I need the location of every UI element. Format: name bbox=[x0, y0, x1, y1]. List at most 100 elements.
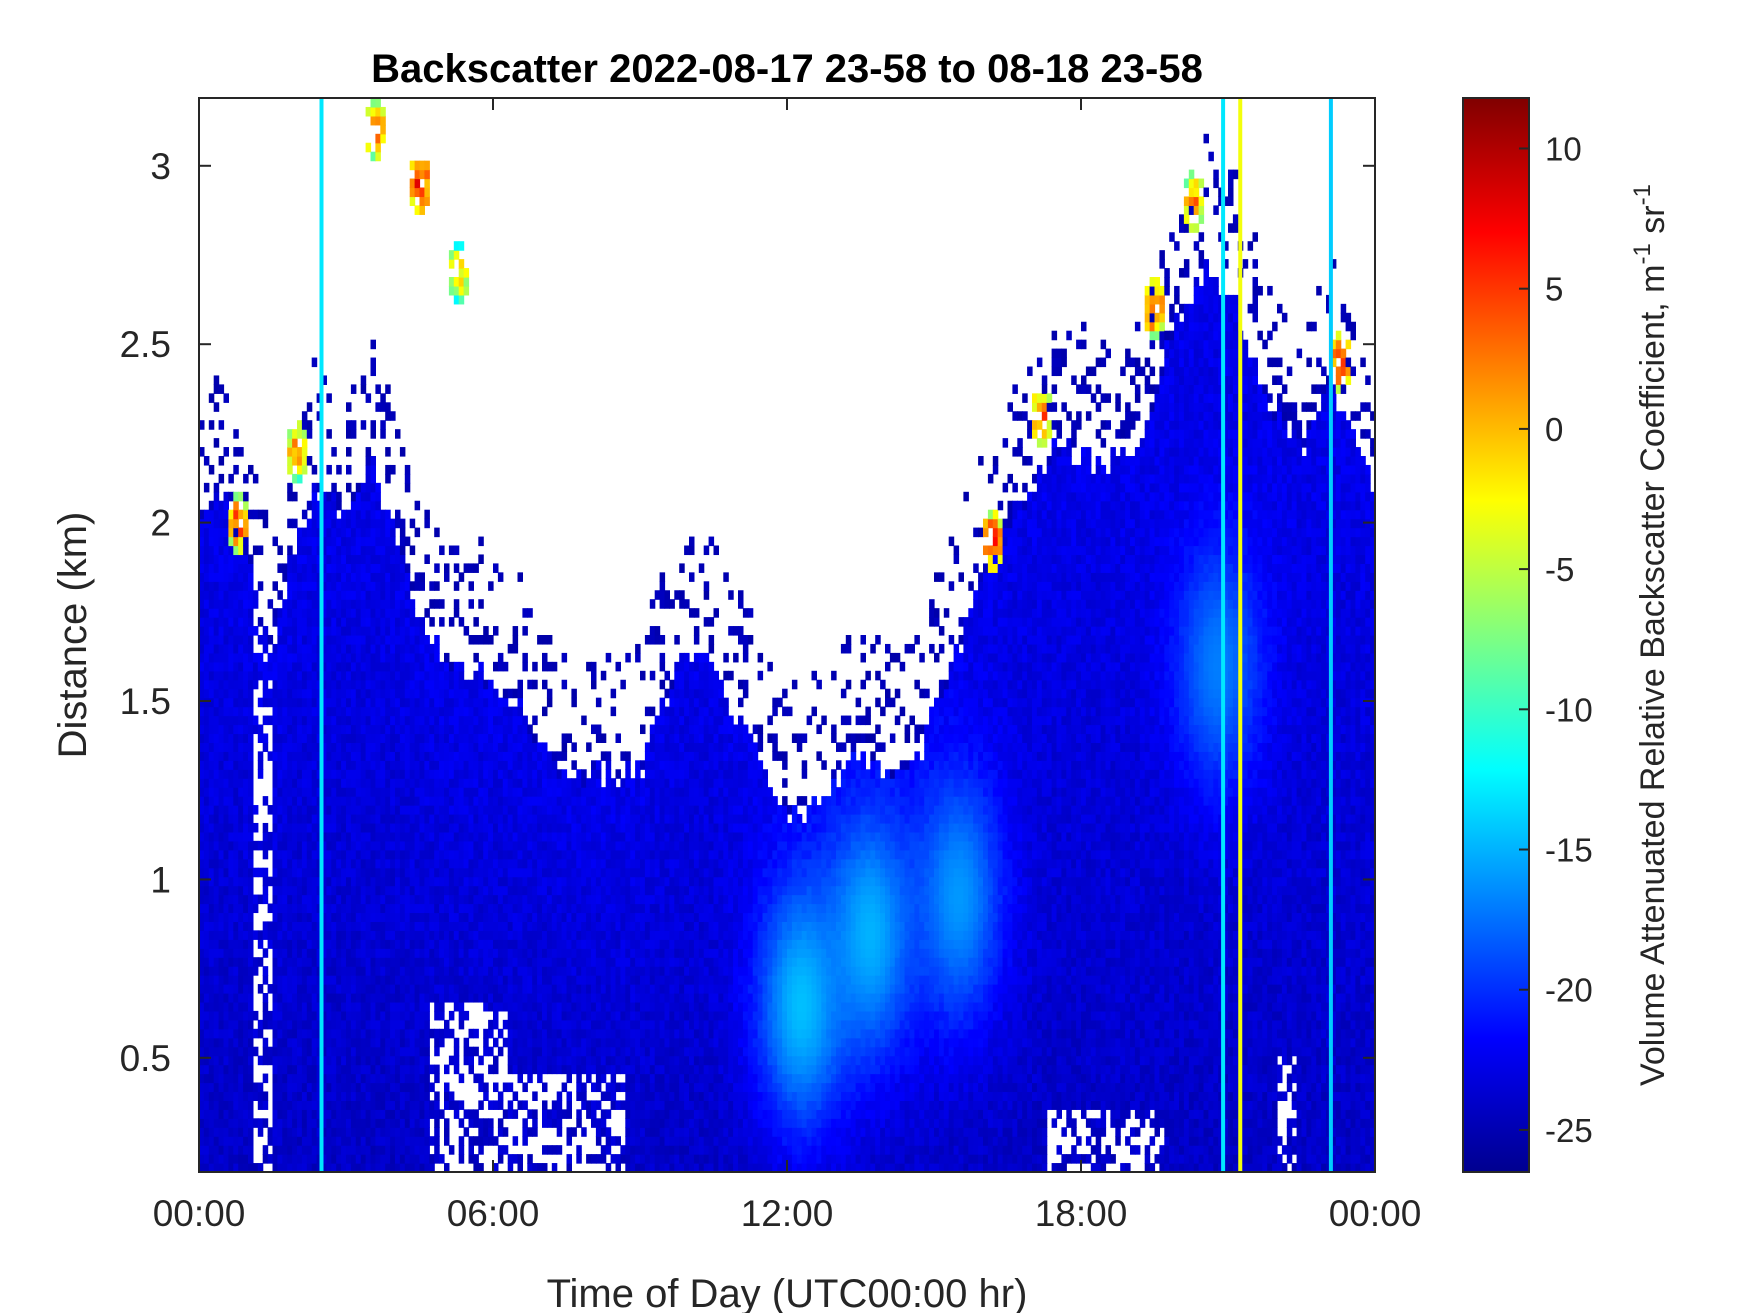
heatmap-cell bbox=[297, 1028, 303, 1039]
heatmap-cell bbox=[458, 294, 465, 305]
heatmap-cell bbox=[473, 733, 479, 743]
heatmap-cell bbox=[542, 939, 548, 949]
heatmap-cell bbox=[331, 733, 337, 743]
heatmap-cell bbox=[311, 957, 318, 967]
heatmap-cell bbox=[478, 1118, 484, 1128]
heatmap-cell bbox=[316, 1154, 323, 1164]
heatmap-cell bbox=[551, 805, 558, 815]
heatmap-cell bbox=[199, 760, 205, 770]
heatmap-cell bbox=[390, 787, 396, 797]
heatmap-cell bbox=[380, 1064, 386, 1075]
heatmap-cell bbox=[434, 787, 440, 797]
heatmap-cell bbox=[419, 688, 425, 699]
heatmap-cell bbox=[218, 993, 225, 1003]
heatmap-cell bbox=[282, 831, 288, 842]
heatmap-cell bbox=[566, 975, 572, 985]
heatmap-cell bbox=[282, 652, 288, 663]
heatmap-cell bbox=[306, 912, 313, 922]
heatmap-cell bbox=[331, 1163, 337, 1172]
heatmap-cell bbox=[350, 509, 357, 520]
heatmap-cell bbox=[233, 617, 239, 627]
heatmap-cell bbox=[395, 635, 401, 645]
heatmap-cell bbox=[380, 688, 386, 699]
heatmap-cell bbox=[238, 617, 244, 627]
heatmap-cell bbox=[380, 1001, 386, 1012]
heatmap-cell bbox=[218, 626, 225, 636]
heatmap-cell bbox=[424, 661, 430, 672]
heatmap-cell bbox=[277, 993, 283, 1003]
heatmap-cell bbox=[507, 831, 514, 842]
heatmap-cell bbox=[424, 608, 430, 618]
heatmap-cell bbox=[301, 572, 308, 582]
heatmap-cell bbox=[404, 563, 411, 573]
heatmap-cell bbox=[248, 1154, 254, 1164]
heatmap-cell bbox=[493, 715, 499, 726]
heatmap-cell bbox=[301, 921, 308, 931]
heatmap-cell bbox=[424, 742, 430, 752]
heatmap-cell bbox=[390, 939, 396, 949]
heatmap-cell bbox=[512, 984, 519, 994]
heatmap-cell bbox=[316, 652, 323, 663]
heatmap-cell bbox=[385, 769, 391, 779]
heatmap-cell bbox=[311, 581, 318, 591]
heatmap-cell bbox=[287, 1091, 293, 1101]
heatmap-cell bbox=[502, 688, 509, 699]
heatmap-cell bbox=[316, 1073, 323, 1084]
heatmap-cell bbox=[248, 617, 254, 627]
heatmap-cell bbox=[478, 760, 484, 770]
heatmap-cell bbox=[248, 1127, 254, 1137]
heatmap-cell bbox=[380, 617, 386, 627]
heatmap-cell bbox=[218, 661, 225, 672]
heatmap-cell bbox=[488, 840, 494, 851]
heatmap-cell bbox=[282, 679, 288, 690]
heatmap-cell bbox=[277, 1109, 283, 1119]
heatmap-cell bbox=[385, 894, 391, 905]
heatmap-cell bbox=[316, 545, 323, 556]
heatmap-cell bbox=[463, 885, 470, 896]
heatmap-cell bbox=[468, 840, 474, 851]
heatmap-cell bbox=[311, 599, 318, 609]
heatmap-cell bbox=[331, 993, 337, 1003]
heatmap-cell bbox=[424, 160, 430, 171]
heatmap-cell bbox=[380, 733, 386, 743]
heatmap-cell bbox=[287, 617, 293, 627]
heatmap-cell bbox=[551, 894, 558, 905]
heatmap-cell bbox=[370, 688, 376, 699]
heatmap-cell bbox=[282, 643, 288, 654]
heatmap-cell bbox=[228, 590, 234, 600]
heatmap-cell bbox=[213, 518, 220, 529]
heatmap-cell bbox=[380, 599, 386, 609]
heatmap-cell bbox=[238, 840, 244, 851]
heatmap-cell bbox=[287, 670, 293, 681]
heatmap-cell bbox=[350, 957, 357, 967]
heatmap-cell bbox=[238, 1046, 244, 1057]
heatmap-cell bbox=[350, 608, 357, 618]
heatmap-cell bbox=[385, 814, 391, 824]
heatmap-cell bbox=[527, 831, 533, 842]
heatmap-cell bbox=[306, 1073, 313, 1084]
heatmap-cell bbox=[473, 1136, 479, 1146]
heatmap-cell bbox=[473, 948, 479, 958]
heatmap-cell bbox=[272, 688, 278, 699]
heatmap-cell bbox=[360, 912, 367, 922]
heatmap-cell bbox=[571, 1010, 577, 1021]
heatmap-cell bbox=[375, 1028, 381, 1039]
heatmap-cell bbox=[448, 993, 455, 1003]
heatmap-cell bbox=[404, 769, 411, 779]
heatmap-cell bbox=[546, 840, 553, 851]
heatmap-cell bbox=[591, 849, 597, 860]
heatmap-cell bbox=[390, 742, 396, 752]
heatmap-cell bbox=[404, 670, 411, 681]
heatmap-cell bbox=[297, 849, 303, 860]
heatmap-cell bbox=[208, 581, 215, 591]
heatmap-cell bbox=[522, 787, 528, 797]
heatmap-cell bbox=[272, 1073, 278, 1084]
heatmap-cell bbox=[370, 1073, 376, 1084]
heatmap-cell bbox=[458, 742, 465, 752]
heatmap-cell bbox=[223, 545, 229, 556]
heatmap-cell bbox=[311, 930, 318, 940]
heatmap-cell bbox=[488, 957, 494, 967]
heatmap-cell bbox=[365, 643, 372, 654]
heatmap-cell bbox=[199, 930, 205, 940]
heatmap-cell bbox=[355, 948, 362, 958]
